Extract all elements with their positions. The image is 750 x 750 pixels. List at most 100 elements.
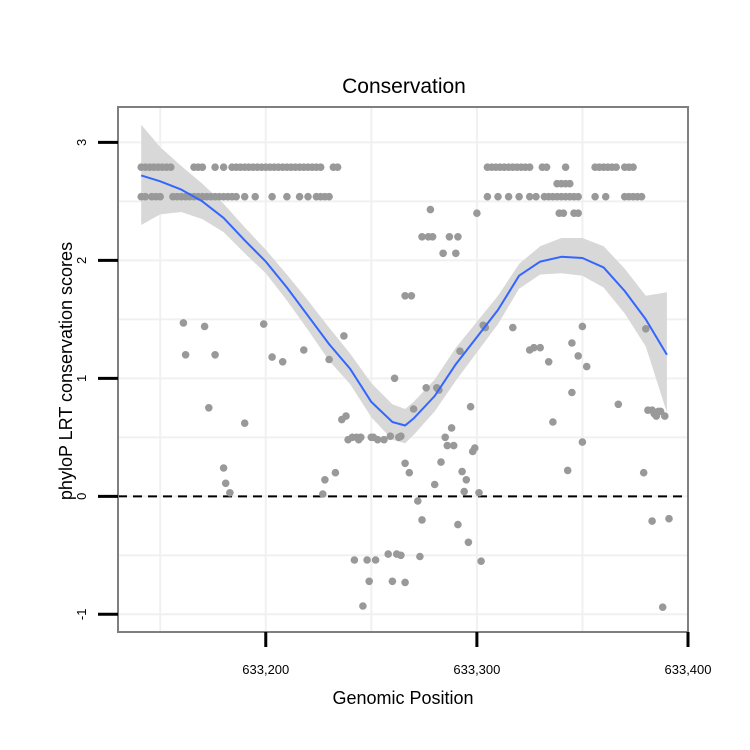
data-point: [439, 249, 447, 258]
data-point: [316, 163, 325, 171]
data-point: [639, 468, 648, 477]
data-point: [268, 353, 276, 361]
data-point: [200, 322, 209, 331]
x-axis-label: Genomic Position: [332, 688, 473, 708]
data-point: [211, 163, 219, 171]
y-tick-label: 1: [74, 375, 89, 382]
chart-title: Conservation: [342, 75, 466, 98]
data-point: [167, 163, 175, 171]
data-point: [536, 343, 544, 352]
data-point: [614, 400, 623, 409]
data-point: [198, 163, 207, 171]
data-point: [612, 163, 620, 171]
data-point: [422, 384, 431, 392]
data-point: [259, 320, 268, 328]
data-point: [401, 459, 409, 468]
data-point: [340, 332, 348, 340]
data-point: [483, 192, 492, 201]
data-point: [371, 556, 380, 564]
data-point: [477, 557, 485, 565]
data-point: [357, 433, 365, 442]
data-point: [219, 163, 228, 171]
data-point: [464, 538, 473, 547]
data-point: [407, 292, 416, 300]
data-point: [549, 418, 557, 426]
data-point: [648, 517, 656, 525]
data-point: [530, 343, 538, 352]
data-point: [574, 192, 582, 201]
data-point: [380, 435, 388, 444]
smooth-line-layer: [140, 174, 668, 427]
data-point: [574, 209, 582, 217]
data-point: [544, 358, 553, 366]
data-point: [582, 362, 591, 371]
data-point: [430, 480, 439, 489]
data-point: [578, 322, 587, 331]
x-tick-label: 633,400: [665, 662, 712, 677]
data-point: [321, 476, 329, 484]
data-point: [443, 441, 452, 450]
data-point: [221, 479, 230, 488]
data-point: [447, 424, 456, 432]
y-axis-label: phyloP LRT conservation scores: [56, 242, 76, 500]
y-tick-label: 0: [74, 493, 89, 500]
data-point: [342, 412, 350, 420]
points-layer: [137, 163, 673, 611]
smooth-line: [140, 174, 668, 427]
data-point: [390, 374, 399, 383]
data-point: [268, 192, 276, 201]
data-point: [414, 497, 422, 505]
data-point: [331, 468, 340, 477]
data-point: [240, 419, 249, 428]
data-point: [642, 325, 650, 333]
data-point: [525, 163, 534, 171]
data-point: [384, 550, 393, 558]
data-point: [409, 405, 418, 413]
data-point: [363, 556, 371, 564]
data-point: [359, 602, 367, 610]
data-point: [325, 192, 333, 201]
x-tick-label: 633,200: [242, 662, 289, 677]
data-point: [325, 355, 333, 364]
data-point: [661, 412, 669, 420]
data-point: [397, 432, 405, 441]
data-point: [319, 490, 327, 498]
data-point: [181, 351, 190, 359]
data-point: [304, 192, 312, 201]
data-point: [454, 233, 462, 241]
data-point: [525, 192, 534, 201]
data-point: [658, 603, 667, 611]
data-point: [473, 209, 481, 217]
data-point: [475, 489, 483, 497]
data-point: [441, 433, 450, 442]
data-point: [591, 192, 599, 201]
data-point: [574, 352, 582, 360]
data-point: [426, 205, 435, 214]
data-point: [401, 578, 409, 587]
data-point: [637, 192, 646, 201]
data-point: [179, 319, 188, 327]
data-point: [251, 192, 259, 201]
plot-border: [117, 106, 689, 633]
data-point: [278, 358, 287, 366]
data-point: [373, 435, 382, 444]
data-point: [566, 179, 574, 188]
data-point: [386, 432, 395, 441]
data-point: [601, 192, 610, 201]
data-point: [458, 467, 466, 476]
y-tick-label: 3: [74, 139, 89, 146]
data-point: [449, 441, 458, 450]
data-point: [563, 466, 572, 475]
data-point: [418, 516, 426, 524]
data-point: [559, 209, 568, 217]
data-point: [283, 192, 291, 201]
data-point: [568, 388, 576, 397]
data-point: [405, 468, 414, 477]
data-point: [542, 163, 551, 171]
x-tick-label: 633,300: [453, 662, 500, 677]
data-point: [515, 192, 523, 201]
data-point: [401, 292, 409, 300]
data-point: [494, 192, 502, 201]
data-point: [219, 464, 228, 472]
